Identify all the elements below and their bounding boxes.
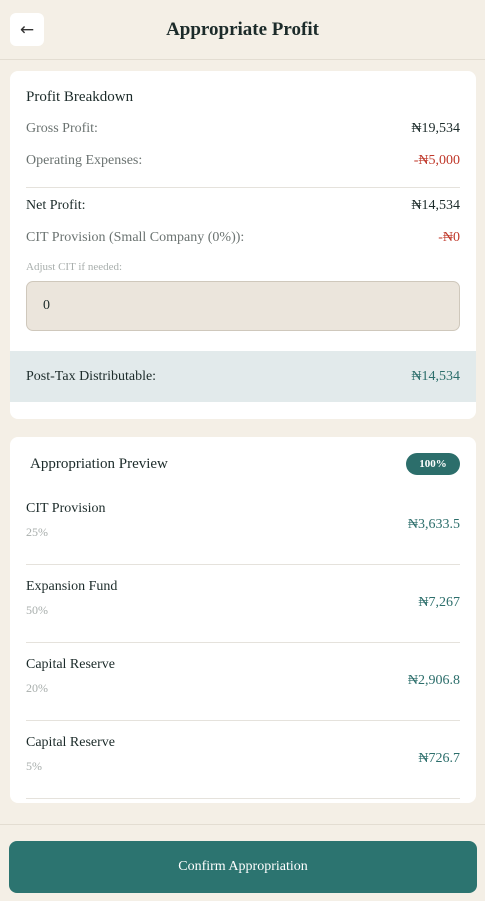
item-name: CIT Provision: [26, 501, 106, 516]
item-amount: ₦726.7: [418, 751, 460, 766]
back-button[interactable]: ←: [10, 13, 44, 46]
item-amount: ₦7,267: [418, 595, 460, 610]
app-header: ← Appropriate Profit: [0, 0, 485, 60]
confirm-label: Confirm Appropriation: [178, 859, 308, 874]
item-percent: 25%: [26, 525, 48, 539]
net-profit-label: Net Profit:: [26, 198, 86, 213]
page-title: Appropriate Profit: [166, 18, 319, 40]
adjust-cit-input[interactable]: 0: [26, 281, 460, 331]
profit-breakdown-heading: Profit Breakdown: [26, 89, 134, 105]
item-percent: 50%: [26, 603, 48, 617]
item-amount: ₦3,633.5: [407, 517, 460, 532]
gross-profit-row: Gross Profit: ₦19,534: [26, 121, 460, 137]
appropriation-preview-heading: Appropriation Preview: [30, 456, 168, 472]
divider: [26, 187, 460, 188]
post-tax-row: Post-Tax Distributable: ₦14,534: [10, 351, 476, 402]
adjust-cit-label: Adjust CIT if needed:: [26, 261, 123, 273]
item-name: Capital Reserve: [26, 735, 116, 750]
operating-expenses-value: -₦5,000: [413, 153, 460, 168]
post-tax-label: Post-Tax Distributable:: [26, 368, 157, 384]
adjust-cit-value: 0: [43, 298, 50, 313]
net-profit-value: ₦14,534: [411, 198, 460, 213]
operating-expenses-label: Operating Expenses:: [26, 153, 143, 168]
cit-provision-label: CIT Provision (Small Company (0%)):: [26, 230, 245, 245]
gross-profit-label: Gross Profit:: [26, 121, 98, 136]
list-item: Expansion Fund 50% ₦7,267: [26, 565, 460, 643]
confirm-appropriation-button[interactable]: Confirm Appropriation: [9, 841, 477, 893]
item-name: Capital Reserve: [26, 657, 116, 672]
list-item: Capital Reserve 20% ₦2,906.8: [26, 643, 460, 721]
footer-divider: [0, 824, 485, 825]
appropriation-preview-card: Appropriation Preview 100% CIT Provision…: [10, 437, 476, 803]
cit-provision-row: CIT Provision (Small Company (0%)): -₦0: [26, 230, 460, 246]
list-item: CIT Provision 25% ₦3,633.5: [26, 487, 460, 565]
post-tax-value: ₦14,534: [411, 368, 460, 384]
cit-provision-value: -₦0: [438, 230, 460, 245]
item-amount: ₦2,906.8: [407, 673, 460, 688]
profit-breakdown-card: Profit Breakdown Gross Profit: ₦19,534 O…: [10, 71, 476, 419]
item-name: Expansion Fund: [26, 579, 118, 594]
operating-expenses-row: Operating Expenses: -₦5,000: [26, 153, 460, 169]
item-percent: 20%: [26, 681, 48, 695]
list-item: Capital Reserve 5% ₦726.7: [26, 721, 460, 799]
gross-profit-value: ₦19,534: [411, 121, 460, 136]
item-percent: 5%: [26, 759, 42, 773]
total-percent-badge: 100%: [406, 453, 460, 475]
arrow-left-icon: ←: [19, 19, 35, 40]
net-profit-row: Net Profit: ₦14,534: [26, 198, 460, 214]
